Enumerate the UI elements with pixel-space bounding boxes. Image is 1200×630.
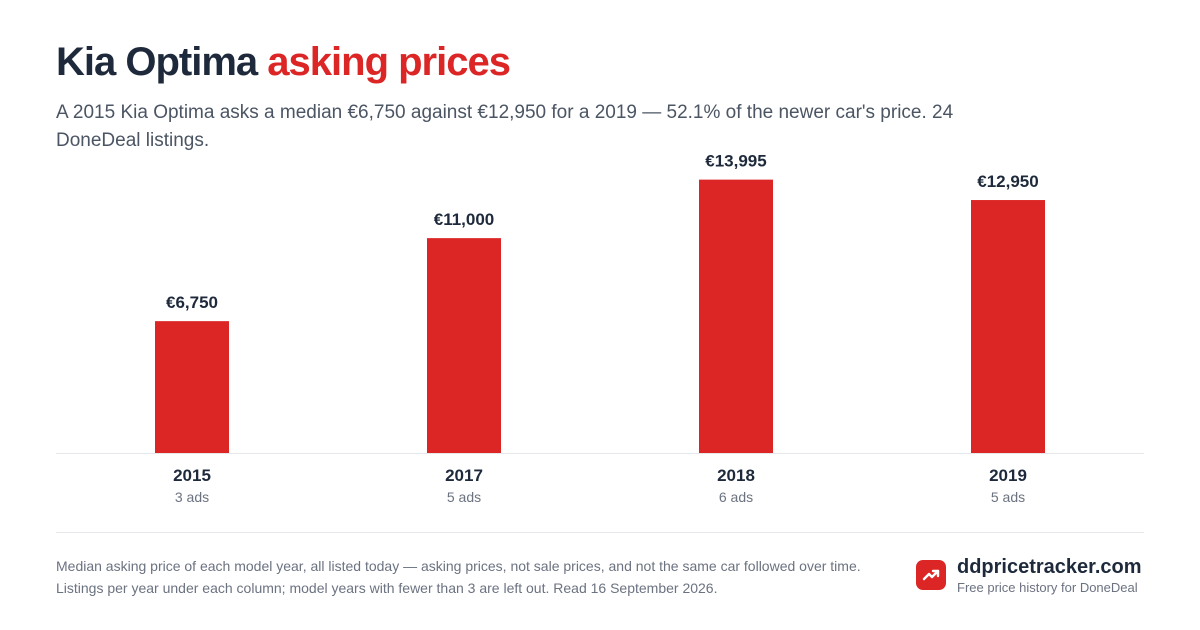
brand-name[interactable]: ddpricetracker.com bbox=[957, 556, 1142, 578]
chart-baseline bbox=[56, 453, 1144, 454]
trending-up-icon bbox=[916, 560, 946, 590]
title-accent: asking prices bbox=[267, 40, 511, 84]
methodology-note: Median asking price of each model year, … bbox=[56, 558, 861, 596]
page-title: Kia Optima asking prices bbox=[56, 40, 511, 85]
bar-2017 bbox=[427, 238, 501, 453]
listing-count-2019: 5 ads bbox=[991, 489, 1025, 505]
value-label-2019: €12,950 bbox=[977, 172, 1038, 191]
category-label-2015: 2015 bbox=[173, 466, 211, 485]
footer-divider bbox=[56, 532, 1144, 533]
brand-block[interactable]: ddpricetracker.com Free price history fo… bbox=[916, 556, 1144, 600]
category-label-2018: 2018 bbox=[717, 466, 755, 485]
value-label-2017: €11,000 bbox=[434, 210, 495, 229]
listing-count-2018: 6 ads bbox=[719, 489, 753, 505]
title-main: Kia Optima bbox=[56, 40, 258, 84]
value-label-2018: €13,995 bbox=[705, 152, 766, 171]
page-subtitle: A 2015 Kia Optima asks a median €6,750 a… bbox=[56, 102, 954, 151]
category-label-2019: 2019 bbox=[989, 466, 1027, 485]
bar-2018 bbox=[699, 179, 773, 454]
brand-tagline: Free price history for DoneDeal bbox=[957, 580, 1138, 595]
value-label-2015: €6,750 bbox=[166, 293, 218, 312]
listing-count-2015: 3 ads bbox=[175, 489, 209, 505]
listing-count-2017: 5 ads bbox=[447, 489, 481, 505]
bar-2019 bbox=[971, 200, 1045, 453]
category-label-2017: 2017 bbox=[445, 466, 483, 485]
bar-2015 bbox=[155, 321, 229, 453]
